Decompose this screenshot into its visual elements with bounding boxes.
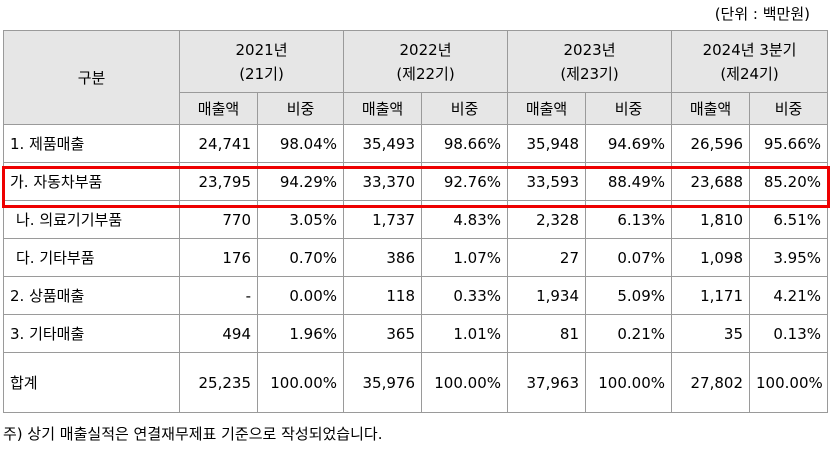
cell-sales: 33,593 [507, 162, 587, 201]
header-category: 구분 [3, 30, 180, 125]
cell-share: 1.07% [421, 238, 509, 277]
cell-share: 4.83% [421, 200, 509, 239]
cell-sales: 27,802 [671, 352, 751, 413]
cell-sales: 1,171 [671, 276, 751, 315]
row-label: 나. 의료기기부품 [3, 200, 180, 239]
cell-sales: 770 [179, 200, 258, 239]
cell-share: 4.21% [749, 276, 829, 315]
cell-sales: 1,737 [343, 200, 423, 239]
cell-share: 98.66% [421, 124, 509, 163]
cell-sales: 494 [179, 314, 258, 353]
cell-share: 1.01% [421, 314, 509, 353]
cell-sales: 35,948 [507, 124, 587, 163]
cell-sales: - [179, 276, 258, 315]
unit-label: (단위 : 백만원) [714, 5, 810, 23]
table-row: 가. 자동차부품 23,795 94.29% 33,370 92.76% 33,… [3, 162, 829, 201]
cell-sales: 35,976 [343, 352, 423, 413]
cell-share: 88.49% [585, 162, 673, 201]
cell-sales: 26,596 [671, 124, 751, 163]
cell-share: 0.00% [256, 276, 345, 315]
cell-share: 85.20% [749, 162, 829, 201]
period-term: (21기) [239, 64, 284, 83]
sales-table: 구분 2021년 (21기) 2022년 (제22기) 2023년 (제23기) 20… [3, 30, 829, 413]
cell-sales: 2,328 [507, 200, 587, 239]
subheader-sales: 매출액 [179, 92, 258, 125]
cell-sales: 1,098 [671, 238, 751, 277]
cell-share: 94.69% [585, 124, 673, 163]
table-row: 다. 기타부품 176 0.70% 386 1.07% 27 0.07% 1,0… [3, 238, 829, 277]
cell-share: 94.29% [256, 162, 345, 201]
period-header-2024q3: 2024년 3분기 (제24기) [671, 30, 829, 93]
cell-share: 100.00% [421, 352, 509, 413]
subheader-share: 비중 [421, 92, 509, 125]
cell-sales: 35,493 [343, 124, 423, 163]
subheader-share: 비중 [256, 92, 345, 125]
subheader-sales: 매출액 [507, 92, 587, 125]
cell-share: 0.13% [749, 314, 829, 353]
row-label: 3. 기타매출 [3, 314, 180, 353]
row-label: 합계 [3, 352, 180, 413]
period-year: 2022년 [399, 40, 452, 59]
cell-sales: 25,235 [179, 352, 258, 413]
table-row: 3. 기타매출 494 1.96% 365 1.01% 81 0.21% 35 … [3, 314, 829, 353]
cell-sales: 118 [343, 276, 423, 315]
cell-share: 6.51% [749, 200, 829, 239]
period-term: (제24기) [720, 64, 779, 83]
cell-share: 1.96% [256, 314, 345, 353]
subheader-share: 비중 [749, 92, 829, 125]
cell-sales: 23,688 [671, 162, 751, 201]
cell-share: 0.33% [421, 276, 509, 315]
table-row: 2. 상품매출 - 0.00% 118 0.33% 1,934 5.09% 1,… [3, 276, 829, 315]
cell-sales: 33,370 [343, 162, 423, 201]
cell-sales: 24,741 [179, 124, 258, 163]
cell-share: 100.00% [256, 352, 345, 413]
period-term: (제23기) [560, 64, 619, 83]
cell-share: 92.76% [421, 162, 509, 201]
cell-sales: 176 [179, 238, 258, 277]
period-header-2021: 2021년 (21기) [178, 30, 345, 93]
subheader-sales: 매출액 [343, 92, 423, 125]
cell-share: 0.70% [256, 238, 345, 277]
cell-share: 5.09% [585, 276, 673, 315]
cell-sales: 365 [343, 314, 423, 353]
cell-share: 100.00% [749, 352, 829, 413]
table-row: 나. 의료기기부품 770 3.05% 1,737 4.83% 2,328 6.… [3, 200, 829, 239]
table-row-total: 합계 25,235 100.00% 35,976 100.00% 37,963 … [3, 352, 829, 413]
period-year: 2024년 3분기 [702, 40, 797, 59]
footnote: 주) 상기 매출실적은 연결재무제표 기준으로 작성되었습니다. [3, 425, 383, 443]
period-header-2023: 2023년 (제23기) [507, 30, 673, 93]
cell-sales: 23,795 [179, 162, 258, 201]
row-label: 2. 상품매출 [3, 276, 180, 315]
cell-share: 3.95% [749, 238, 829, 277]
subheader-share: 비중 [585, 92, 673, 125]
period-year: 2021년 [235, 40, 288, 59]
row-label: 가. 자동차부품 [3, 162, 180, 201]
cell-share: 0.07% [585, 238, 673, 277]
cell-sales: 1,810 [671, 200, 751, 239]
cell-share: 6.13% [585, 200, 673, 239]
table-row: 1. 제품매출 24,741 98.04% 35,493 98.66% 35,9… [3, 124, 829, 163]
cell-share: 3.05% [256, 200, 345, 239]
period-term: (제22기) [396, 64, 455, 83]
period-header-2022: 2022년 (제22기) [343, 30, 509, 93]
cell-share: 100.00% [585, 352, 673, 413]
cell-sales: 35 [671, 314, 751, 353]
cell-share: 95.66% [749, 124, 829, 163]
subheader-sales: 매출액 [671, 92, 751, 125]
cell-sales: 37,963 [507, 352, 587, 413]
cell-sales: 386 [343, 238, 423, 277]
cell-share: 98.04% [256, 124, 345, 163]
cell-share: 0.21% [585, 314, 673, 353]
cell-sales: 81 [507, 314, 587, 353]
cell-sales: 27 [507, 238, 587, 277]
row-label: 1. 제품매출 [3, 124, 180, 163]
row-label: 다. 기타부품 [3, 238, 180, 277]
period-year: 2023년 [563, 40, 616, 59]
cell-sales: 1,934 [507, 276, 587, 315]
